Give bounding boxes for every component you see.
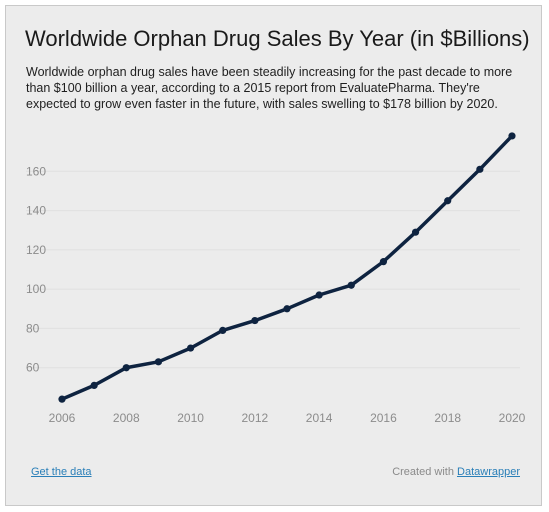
- data-point: [508, 132, 516, 140]
- y-tick-label: 80: [26, 321, 40, 335]
- x-tick-label: 2006: [49, 411, 76, 425]
- x-tick-label: 2012: [242, 411, 269, 425]
- x-axis-ticks: 2006 2008 2010 2012 2014 2016 2018 2020: [49, 411, 526, 425]
- data-point: [219, 326, 227, 334]
- data-point: [251, 316, 259, 325]
- data-point: [476, 165, 484, 173]
- y-axis-ticks: 60 80 100 120 140 160: [26, 164, 46, 374]
- series-line: [60, 134, 514, 401]
- x-tick-label: 2016: [370, 411, 397, 425]
- data-point: [58, 395, 66, 403]
- y-tick-label: 120: [26, 243, 46, 257]
- data-point: [122, 364, 130, 372]
- x-tick-label: 2020: [499, 411, 526, 425]
- x-tick-label: 2008: [113, 411, 140, 425]
- datawrapper-link[interactable]: Datawrapper: [457, 466, 520, 478]
- y-tick-label: 160: [26, 164, 46, 178]
- chart-title: Worldwide Orphan Drug Sales By Year (in …: [25, 26, 530, 51]
- chart-description: Worldwide orphan drug sales have been st…: [26, 65, 513, 111]
- y-tick-label: 100: [26, 282, 46, 296]
- chart-card: Worldwide Orphan Drug Sales By Year (in …: [5, 5, 542, 506]
- credit-text: Created with Datawrapper: [392, 466, 520, 478]
- data-markers: [58, 132, 516, 403]
- data-point: [186, 344, 195, 352]
- x-tick-label: 2014: [306, 411, 333, 425]
- get-data-link[interactable]: Get the data: [31, 466, 92, 478]
- line-chart: 60 80 100 120 140 160 2006 2008 2010 2012 2014 201…: [26, 132, 526, 425]
- y-tick-label: 60: [26, 361, 40, 375]
- y-tick-label: 140: [26, 204, 46, 218]
- data-point: [411, 228, 420, 236]
- created-with-label: Created with: [392, 466, 454, 478]
- data-point: [90, 381, 98, 389]
- data-point: [444, 197, 452, 205]
- data-point: [379, 258, 388, 266]
- data-point: [315, 291, 323, 299]
- x-tick-label: 2010: [177, 411, 204, 425]
- data-point: [154, 358, 163, 366]
- data-point: [347, 281, 355, 289]
- data-point: [283, 305, 291, 313]
- x-tick-label: 2018: [434, 411, 461, 425]
